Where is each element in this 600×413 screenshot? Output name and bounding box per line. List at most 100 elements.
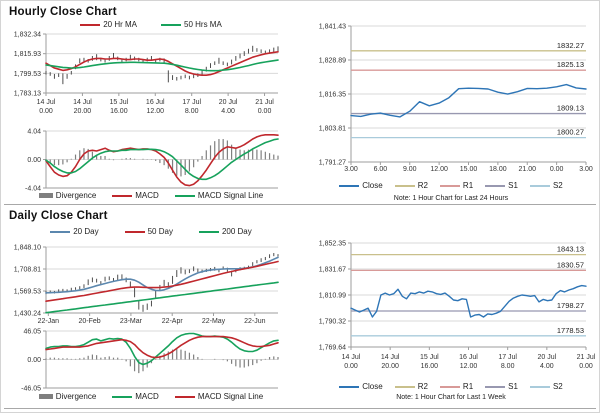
r1-level-label: 1825.13 <box>557 60 584 69</box>
legend-item-20-hr-ma: 20 Hr MA <box>80 20 137 29</box>
legend-item-s2: S2 <box>529 382 563 391</box>
y-tick-label: 1,790.32 <box>319 319 346 326</box>
legend-item-r1: R1 <box>439 181 474 190</box>
divergence-swatch-icon <box>38 394 53 399</box>
legend-label: R1 <box>462 382 474 391</box>
legend-item-close: Close <box>339 382 383 391</box>
r2-level-label: 1832.27 <box>557 41 584 50</box>
y-tick-label: -46.05 <box>21 386 41 393</box>
x-tick-label: 14 Jul <box>37 99 56 106</box>
daily-section-title: Daily Close Chart <box>9 210 108 222</box>
s2-swatch-icon <box>529 385 550 388</box>
close-line <box>350 284 587 318</box>
legend-item-s1: S1 <box>485 181 518 190</box>
legend-label: R1 <box>462 181 474 190</box>
hourly-macd-legend: Divergence MACD MACD Signal Line <box>1 191 301 200</box>
200-day-line <box>45 281 279 314</box>
50-day-line <box>45 260 279 303</box>
legend-label: R2 <box>417 181 428 190</box>
x-tick-label: 20.00 <box>74 108 92 115</box>
20-hr-ma-swatch-icon <box>80 23 101 26</box>
r2-swatch-icon <box>394 184 415 187</box>
y-tick-label: 0.00 <box>27 157 41 164</box>
legend-item-r1: R1 <box>439 382 474 391</box>
legend-label: R2 <box>417 382 428 391</box>
legend-label: MACD <box>135 191 159 200</box>
x-tick-label: 16 Jul <box>146 99 165 106</box>
legend-item-s2: S2 <box>529 181 563 190</box>
y-tick-label: 1,832.34 <box>14 32 41 39</box>
daily-macd-legend: Divergence MACD MACD Signal Line <box>1 392 301 401</box>
macd-signal-line-swatch-icon <box>174 395 195 398</box>
close-swatch-icon <box>339 385 360 388</box>
legend-item-50-day: 50 Day <box>124 227 173 236</box>
legend-label: S1 <box>508 382 518 391</box>
legend-item-macd: MACD <box>112 392 159 401</box>
macd-swatch-icon <box>112 194 133 197</box>
50-hrs-ma-swatch-icon <box>161 23 181 26</box>
y-tick-label: 0.00 <box>27 357 41 364</box>
legend-item-s1: S1 <box>485 382 518 391</box>
s2-swatch-icon <box>529 184 550 187</box>
legend-item-divergence: Divergence <box>38 191 96 200</box>
r2-level-label: 1843.13 <box>557 245 584 254</box>
legend-label: MACD Signal Line <box>197 392 264 401</box>
legend-item-r2: R2 <box>394 382 428 391</box>
y-tick-label: 46.05 <box>23 329 41 336</box>
daily-close-legend: 20 Day 50 Day 200 Day <box>1 227 301 236</box>
legend-label: 20 Day <box>73 227 99 236</box>
y-tick-label: 1,791.27 <box>319 160 346 167</box>
legend-item-20-day: 20 Day <box>50 227 99 236</box>
legend-item-macd-signal-line: MACD Signal Line <box>174 191 263 200</box>
y-tick-label: -4.04 <box>25 186 41 193</box>
x-tick-label: 16.00 <box>110 108 128 115</box>
s1-swatch-icon <box>485 385 506 388</box>
y-tick-label: 1,708.81 <box>14 267 41 274</box>
x-tick-label: 15 Jul <box>110 99 129 106</box>
legend-label: S2 <box>552 382 563 391</box>
macd-line <box>45 134 279 187</box>
200-day-swatch-icon <box>198 230 219 233</box>
legend-label: Close <box>362 181 383 190</box>
x-tick-label: 9.00 <box>403 166 417 173</box>
x-tick-label: 0.00 <box>550 166 564 173</box>
x-tick-label: 22-May <box>202 318 226 325</box>
y-tick-label: 1,783.13 <box>14 91 41 98</box>
x-tick-label: 22-Jun <box>244 318 266 325</box>
legend-item-macd-signal-line: MACD Signal Line <box>174 392 264 401</box>
macd-swatch-icon <box>112 395 133 398</box>
20-hr-ma-line <box>45 50 279 76</box>
20-day-swatch-icon <box>50 230 71 233</box>
s1-swatch-icon <box>485 184 506 187</box>
macd-signal-line-swatch-icon <box>174 194 195 197</box>
x-tick-label: 20-Feb <box>79 318 101 325</box>
x-tick-label: 18.00 <box>489 166 507 173</box>
50-hrs-ma-line <box>45 59 279 72</box>
x-tick-label: 0.00 <box>39 108 53 115</box>
20-day-line <box>45 256 279 294</box>
x-tick-label: 20.00 <box>381 363 399 370</box>
s1-level-label: 1809.13 <box>557 104 584 113</box>
x-tick-label: 12.00 <box>460 363 478 370</box>
legend-label: Close <box>362 382 383 391</box>
y-tick-label: 1,803.81 <box>319 126 346 133</box>
r1-level-label: 1830.57 <box>557 260 584 269</box>
x-tick-label: 15 Jul <box>420 354 439 361</box>
legend-label: 50 Hrs MA <box>184 20 222 29</box>
x-tick-label: 3.00 <box>344 166 358 173</box>
x-tick-label: 4.00 <box>221 108 235 115</box>
x-tick-label: 6.00 <box>374 166 388 173</box>
legend-label: 20 Hr MA <box>103 20 137 29</box>
x-tick-label: 21.00 <box>518 166 536 173</box>
x-tick-label: 23-Mar <box>120 318 143 325</box>
macd-signal-line-line <box>45 335 279 359</box>
legend-label: MACD <box>135 392 159 401</box>
x-tick-label: 21 Jul <box>255 99 274 106</box>
y-tick-label: 1,569.53 <box>14 289 41 296</box>
close-line <box>350 83 587 118</box>
y-tick-label: 1,815.93 <box>14 51 41 58</box>
x-tick-label: 3.00 <box>579 166 593 173</box>
legend-item-close: Close <box>339 181 383 190</box>
y-tick-label: 1,852.35 <box>319 241 346 248</box>
hourly-section-title: Hourly Close Chart <box>9 6 117 18</box>
